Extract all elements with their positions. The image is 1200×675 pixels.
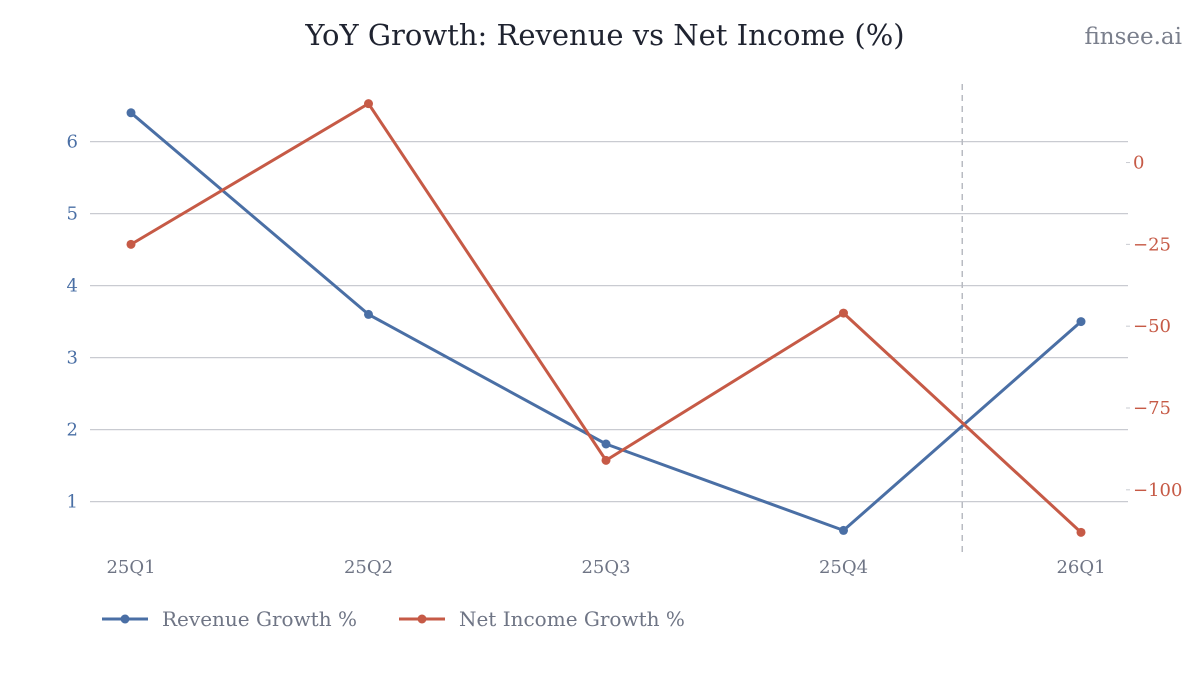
series-lines [126, 99, 1086, 537]
series-line-revenue [130, 111, 1082, 532]
grid-lines [90, 140, 1128, 503]
legend-label-net-income: Net Income Growth % [458, 607, 685, 631]
y-right-tick-label: −75 [1133, 398, 1171, 419]
data-point-revenue [601, 439, 611, 449]
legend-swatch-marker [417, 614, 427, 624]
legend-swatch-revenue [102, 614, 148, 624]
legend-item-net-income[interactable]: Net Income Growth % [397, 604, 685, 634]
data-point-revenue [839, 525, 848, 535]
x-tick-label: 25Q2 [344, 557, 393, 578]
y-left-tick-label: 2 [67, 420, 78, 441]
x-tick-label: 25Q4 [819, 557, 868, 578]
data-point-net-income [364, 99, 373, 109]
legend-swatch-net-income [398, 614, 445, 624]
y-left-tick-label: 4 [67, 276, 78, 297]
data-point-revenue [364, 309, 373, 319]
legend-item-revenue[interactable]: Revenue Growth % [100, 604, 357, 634]
x-tick-label: 25Q1 [106, 557, 155, 578]
data-point-net-income [601, 455, 611, 465]
x-tick-label: 25Q3 [581, 557, 630, 578]
y-right-tick-label: 0 [1133, 153, 1144, 174]
y-left-tick-label: 5 [67, 204, 78, 225]
y-right-tick-label: −100 [1133, 480, 1182, 501]
legend-label-revenue: Revenue Growth % [162, 607, 357, 631]
series-line-net-income [130, 102, 1083, 534]
y-left-tick-label: 6 [67, 132, 78, 153]
data-point-net-income [839, 308, 848, 318]
y-left-tick-label: 3 [67, 348, 78, 369]
legend: Revenue Growth % Net Income Growth % [100, 604, 725, 634]
x-tick-label: 26Q1 [1056, 557, 1105, 578]
watermark: finsee.ai [1084, 24, 1182, 50]
y-right-tick-label: −50 [1133, 316, 1171, 337]
data-point-revenue [1076, 317, 1086, 327]
data-point-net-income [126, 239, 136, 249]
legend-swatch-marker [120, 614, 130, 624]
y-right-tick-label: −25 [1133, 234, 1171, 255]
data-point-net-income [1076, 527, 1086, 537]
axis-tick-labels: 1 2 3 4 5 6 0 −25 −50 −75 −100 25Q1 25Q2 25Q3 25Q4 26Q1 [67, 132, 1183, 578]
data-point-revenue [126, 108, 136, 118]
chart-title: YoY Growth: Revenue vs Net Income (%) [305, 18, 905, 52]
y-left-tick-label: 1 [67, 492, 78, 513]
